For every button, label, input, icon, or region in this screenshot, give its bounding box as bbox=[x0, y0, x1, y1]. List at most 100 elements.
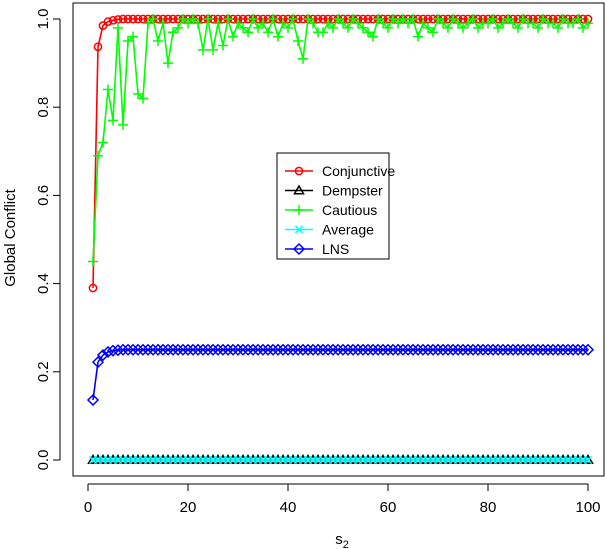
lns-point bbox=[431, 343, 445, 356]
cautious-point bbox=[318, 27, 328, 38]
lns-point bbox=[151, 343, 165, 356]
cautious-point bbox=[213, 18, 223, 29]
lns-point bbox=[546, 343, 560, 356]
cautious-point bbox=[263, 27, 273, 38]
cautious-point bbox=[353, 18, 363, 29]
lns-point bbox=[271, 343, 285, 356]
lns-point bbox=[456, 343, 470, 356]
cautious-point bbox=[123, 36, 133, 47]
lns-point bbox=[391, 343, 405, 356]
lns-point bbox=[276, 343, 290, 356]
cautious-point bbox=[218, 40, 228, 51]
cautious-point bbox=[208, 44, 218, 55]
conjunctive-point bbox=[128, 14, 138, 24]
lns-point bbox=[166, 343, 180, 356]
lns-point bbox=[191, 343, 205, 356]
lns-point bbox=[471, 343, 485, 356]
lns-point bbox=[311, 343, 325, 356]
lns-point bbox=[421, 343, 435, 356]
x-tick-label: 0 bbox=[84, 499, 92, 516]
lns-point bbox=[411, 343, 425, 356]
cautious-point bbox=[533, 22, 543, 33]
conjunctive-point bbox=[168, 14, 178, 24]
plot-frame bbox=[72, 2, 605, 477]
conjunctive-point bbox=[163, 14, 173, 24]
cautious-point bbox=[228, 31, 238, 42]
lns-point bbox=[161, 343, 175, 356]
lns-point bbox=[146, 343, 160, 356]
cautious-point bbox=[468, 14, 478, 24]
lns-point bbox=[416, 343, 430, 356]
conjunctive-point bbox=[133, 14, 143, 24]
lns-point bbox=[301, 343, 315, 356]
lns-point bbox=[466, 343, 480, 356]
y-tick-label: 0.0 bbox=[35, 450, 52, 471]
legend-swatch-marker bbox=[293, 184, 305, 195]
cautious-point bbox=[383, 22, 393, 33]
cautious-point bbox=[578, 22, 588, 33]
conjunctive-point bbox=[118, 14, 128, 24]
lns-point bbox=[341, 343, 355, 356]
conjunctive-point bbox=[238, 14, 248, 24]
cautious-point bbox=[273, 31, 283, 42]
lns-point bbox=[246, 343, 260, 356]
cautious-point bbox=[163, 58, 173, 69]
conjunctive-point bbox=[108, 15, 118, 25]
cautious-point bbox=[473, 22, 483, 33]
lns-point bbox=[381, 343, 395, 356]
cautious-point bbox=[153, 36, 163, 47]
lns-point bbox=[111, 344, 125, 357]
conjunctive-point bbox=[88, 283, 98, 293]
conjunctive-point bbox=[123, 14, 133, 24]
lns-point bbox=[206, 343, 220, 356]
cautious-point bbox=[278, 18, 288, 29]
x-axis-title-subscript: 2 bbox=[343, 539, 349, 549]
lns-point bbox=[401, 343, 415, 356]
cautious-point bbox=[303, 14, 313, 24]
cautious-point bbox=[308, 18, 318, 29]
lns-point bbox=[181, 343, 195, 356]
cautious-point bbox=[573, 14, 583, 24]
lns-point bbox=[451, 343, 465, 356]
cautious-point bbox=[483, 18, 493, 29]
cautious-point bbox=[583, 18, 593, 29]
average-point bbox=[583, 455, 593, 465]
lns-point bbox=[116, 343, 130, 356]
cautious-point bbox=[423, 22, 433, 33]
cautious-point bbox=[338, 18, 348, 29]
legend: Conjunctive Dempster Cautious Average LNS bbox=[276, 152, 395, 260]
x-tick-label: 100 bbox=[575, 499, 600, 516]
lns-point bbox=[136, 343, 150, 356]
cautious-point bbox=[93, 150, 103, 161]
cautious-point bbox=[538, 14, 548, 24]
cautious-point bbox=[223, 14, 233, 24]
legend-label: Dempster bbox=[322, 183, 383, 199]
lns-point bbox=[521, 343, 535, 356]
cautious-point bbox=[238, 22, 248, 33]
axes: 0 20 40 60 80 100 0.0 0.2 0.4 0.6 0.8 1.0 bbox=[35, 9, 601, 516]
cautious-point bbox=[503, 14, 513, 24]
lns-line bbox=[92, 348, 588, 401]
x-tick-label: 60 bbox=[380, 499, 397, 516]
legend-label: LNS bbox=[322, 241, 349, 257]
x-tick-label: 40 bbox=[280, 499, 297, 516]
lns-point bbox=[361, 343, 375, 356]
legend-label: Conjunctive bbox=[322, 163, 395, 179]
series-lns bbox=[86, 343, 595, 407]
conjunctive-point bbox=[93, 42, 103, 52]
lns-point bbox=[526, 343, 540, 356]
lns-point bbox=[426, 343, 440, 356]
legend-label: Average bbox=[322, 222, 374, 238]
x-tick-label: 80 bbox=[480, 499, 497, 516]
cautious-point bbox=[118, 119, 128, 130]
lns-point bbox=[186, 343, 200, 356]
lns-point bbox=[496, 343, 510, 356]
legend-entry-cautious: Cautious bbox=[285, 202, 377, 218]
lns-point bbox=[561, 343, 575, 356]
cautious-point bbox=[113, 22, 123, 33]
lns-point bbox=[536, 343, 550, 356]
conjunctive-point bbox=[358, 14, 368, 24]
cautious-point bbox=[158, 18, 168, 29]
cautious-point bbox=[138, 93, 148, 104]
